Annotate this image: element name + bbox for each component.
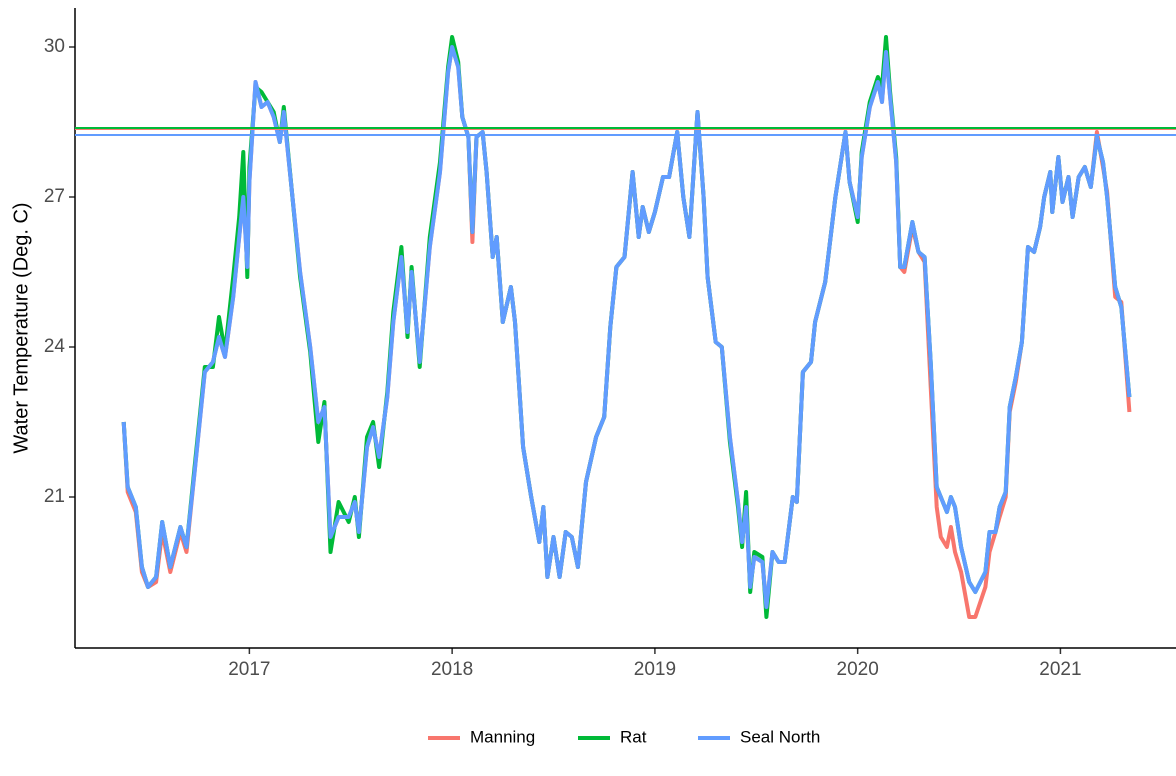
x-tick-label: 2017 — [228, 659, 270, 680]
x-tick-label: 2019 — [634, 659, 676, 680]
legend-label: Manning — [470, 727, 535, 746]
series-line — [121, 45, 1132, 619]
x-tick-label: 2018 — [431, 659, 473, 680]
legend-label: Seal North — [740, 727, 820, 746]
y-axis-title: Water Temperature (Deg. C) — [10, 202, 32, 453]
x-tick-label: 2020 — [837, 659, 879, 680]
y-tick-label: 24 — [44, 336, 66, 357]
y-tick-label: 30 — [44, 36, 65, 57]
series-line — [121, 45, 1132, 609]
y-tick-label: 21 — [44, 486, 65, 507]
legend-label: Rat — [620, 727, 647, 746]
x-tick-label: 2021 — [1039, 659, 1081, 680]
y-tick-label: 27 — [44, 186, 65, 207]
